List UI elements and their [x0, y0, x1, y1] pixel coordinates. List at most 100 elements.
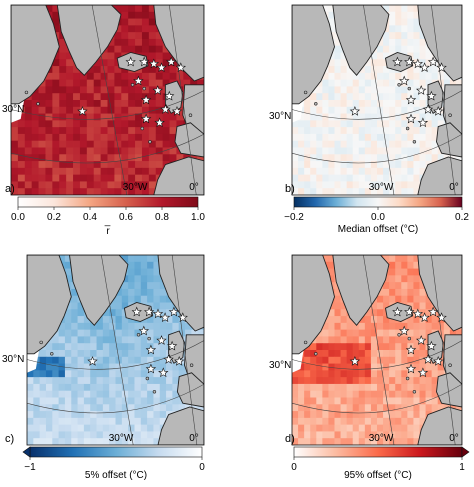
- field-cell: [334, 309, 341, 317]
- field-cell: [401, 295, 408, 303]
- field-cell: [153, 282, 161, 290]
- field-cell: [383, 45, 390, 53]
- field-cell: [316, 93, 323, 101]
- field-cell: [413, 72, 420, 81]
- field-cell: [298, 188, 305, 195]
- field-cell: [128, 140, 136, 148]
- land-polygon: [417, 5, 462, 82]
- field-cell: [58, 322, 66, 331]
- field-cell: [383, 424, 390, 432]
- field-cell: [141, 18, 150, 26]
- field-cell: [153, 370, 161, 378]
- field-cell: [364, 59, 372, 67]
- field-cell: [31, 127, 39, 135]
- field-cell: [340, 329, 348, 337]
- field-cell: [358, 363, 366, 371]
- field-cell: [395, 390, 402, 398]
- field-cell: [90, 397, 97, 405]
- field-cell: [407, 174, 414, 182]
- land-polygon: [417, 255, 462, 332]
- longitude-line: [363, 5, 395, 195]
- field-cell: [358, 417, 366, 426]
- field-cell: [45, 363, 53, 371]
- field-cell: [100, 188, 108, 195]
- field-cell: [107, 100, 115, 108]
- field-cell: [96, 424, 104, 432]
- field-cell: [310, 120, 317, 128]
- field-cell: [377, 377, 384, 385]
- field-cell: [38, 161, 46, 169]
- field-cell: [107, 181, 115, 189]
- field-cell: [115, 363, 123, 371]
- field-cell: [304, 120, 311, 128]
- field-cell: [298, 181, 305, 189]
- field-cell: [147, 282, 154, 290]
- field-cell: [102, 316, 110, 324]
- field-cell: [102, 377, 110, 385]
- field-cell: [153, 397, 161, 405]
- field-cell: [86, 72, 95, 81]
- colorbar-tick-label: 0: [291, 462, 297, 473]
- field-cell: [370, 343, 378, 351]
- field-cell: [328, 5, 335, 13]
- field-cell: [121, 438, 129, 445]
- field-cell: [115, 424, 123, 432]
- field-cell: [121, 390, 129, 398]
- field-cell: [364, 404, 372, 412]
- field-cell: [383, 322, 390, 331]
- field-cell: [364, 329, 372, 337]
- field-cell: [401, 363, 408, 371]
- field-cell: [115, 390, 123, 398]
- field-cell: [340, 336, 348, 344]
- field-cell: [155, 32, 164, 40]
- field-cell: [83, 438, 91, 445]
- field-cell: [109, 356, 116, 364]
- field-cell: [114, 147, 122, 155]
- field-cell: [298, 377, 305, 385]
- field-cell: [413, 86, 420, 94]
- field-cell: [140, 370, 148, 378]
- field-cell: [340, 316, 348, 324]
- field-cell: [109, 309, 116, 317]
- field-cell: [358, 147, 366, 155]
- field-cell: [147, 397, 154, 405]
- field-cell: [71, 322, 78, 331]
- field-cell: [395, 120, 402, 128]
- field-cell: [401, 167, 408, 176]
- field-cell: [407, 100, 414, 108]
- field-cell: [128, 282, 135, 290]
- field-cell: [407, 411, 414, 419]
- field-cell: [128, 5, 136, 13]
- field-cell: [401, 86, 408, 94]
- field-cell: [148, 100, 157, 108]
- field-cell: [346, 411, 354, 419]
- field-cell: [147, 322, 154, 331]
- field-cell: [128, 167, 136, 176]
- field-cell: [443, 72, 451, 81]
- proxy-site-star: [405, 363, 417, 374]
- field-cell: [425, 309, 433, 317]
- field-cell: [358, 377, 366, 385]
- field-cell: [364, 147, 372, 155]
- field-cell: [31, 147, 39, 155]
- field-cell: [377, 100, 384, 108]
- field-cell: [407, 404, 414, 412]
- field-cell: [96, 370, 104, 378]
- field-cell: [292, 167, 299, 176]
- field-cell: [121, 275, 129, 283]
- field-cell: [121, 127, 129, 135]
- field-cell: [128, 181, 136, 189]
- field-cell: [352, 424, 360, 432]
- field-cell: [370, 404, 378, 412]
- field-cell: [90, 404, 97, 412]
- field-cell: [66, 93, 74, 101]
- lat-label: 30°N: [269, 111, 291, 122]
- land-polygon: [176, 372, 204, 408]
- field-cell: [328, 302, 335, 310]
- field-cell: [79, 147, 88, 155]
- field-cell: [370, 188, 378, 195]
- field-cell: [340, 93, 348, 101]
- field-cell: [107, 188, 115, 195]
- field-cell: [437, 72, 445, 81]
- field-cell: [52, 100, 60, 108]
